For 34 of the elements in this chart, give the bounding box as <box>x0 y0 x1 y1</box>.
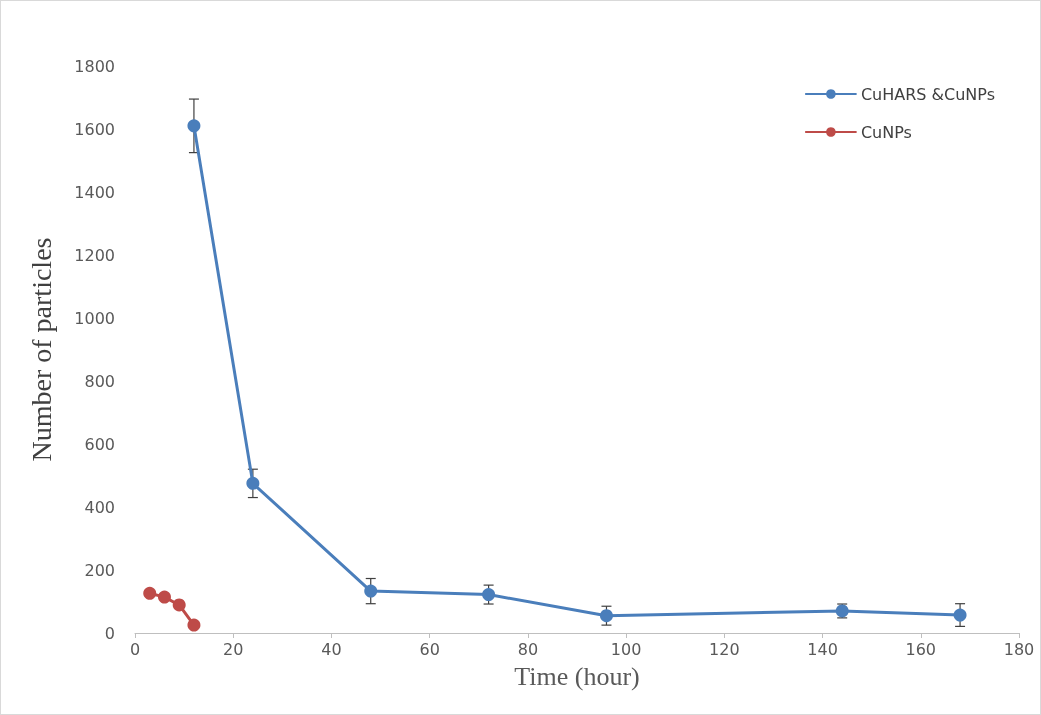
y-tick-label: 800 <box>84 371 115 391</box>
y-tick-label: 1000 <box>74 308 115 328</box>
y-tick-label: 1600 <box>74 119 115 139</box>
point <box>953 608 967 622</box>
x-tick-label: 20 <box>223 639 244 659</box>
x-tick-label: 0 <box>129 639 141 659</box>
x-tick-label: 180 <box>1003 639 1035 659</box>
point <box>187 618 201 632</box>
x-tick-label: 100 <box>610 639 642 659</box>
y-tick-label: 200 <box>84 560 115 580</box>
y-tick-label: 1800 <box>74 56 115 76</box>
x-tick-label: 40 <box>321 639 342 659</box>
point <box>246 476 260 490</box>
x-tick-label: 160 <box>905 639 937 659</box>
point <box>364 584 378 598</box>
point <box>482 588 496 602</box>
x-tick-label: 120 <box>709 639 740 659</box>
x-axis-title: Time (hour) <box>514 661 640 691</box>
x-tick-label: 80 <box>517 639 539 659</box>
point <box>599 609 613 623</box>
y-tick-label: 0 <box>104 623 115 643</box>
x-tick-label: 140 <box>807 639 838 659</box>
point <box>157 590 171 604</box>
legend-label: CuHARS &CuNPs <box>860 84 995 104</box>
y-axis-title: Number of particles <box>25 237 57 462</box>
point <box>143 586 157 600</box>
y-tick-label: 1400 <box>74 182 115 202</box>
legend-label: CuNPs <box>860 122 912 142</box>
point <box>172 598 186 612</box>
y-tick-label: 600 <box>84 434 115 454</box>
x-tick-label: 60 <box>419 639 440 659</box>
y-tick-label: 400 <box>84 497 115 517</box>
y-tick-label: 1200 <box>74 245 115 265</box>
point <box>187 119 201 133</box>
